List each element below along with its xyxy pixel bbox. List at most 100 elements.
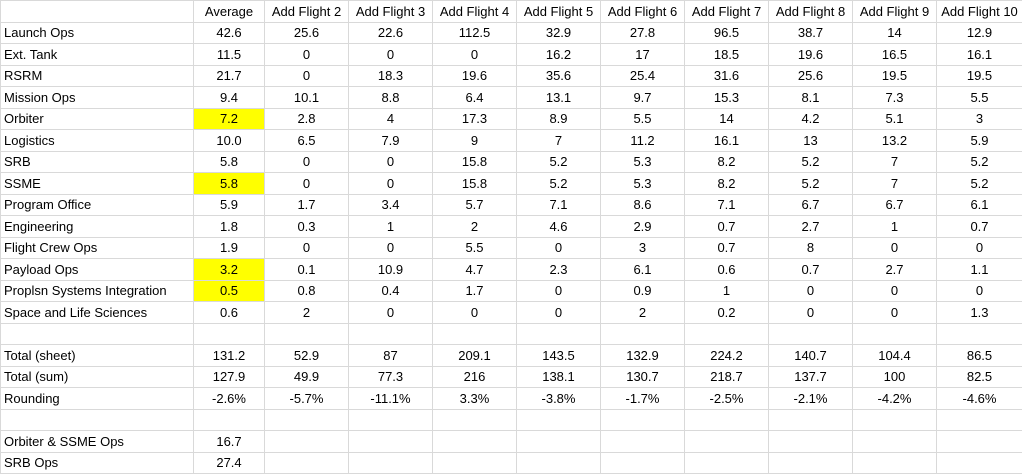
cell: 8.6 [600, 193, 685, 216]
row: Proplsn Systems Integration 0.5 0.8 0.4 1.7 0… [0, 279, 1022, 302]
cell: 0 [348, 236, 433, 259]
empty-cell [852, 451, 937, 474]
empty-cell [516, 408, 601, 431]
row-label: Total (sum) [0, 365, 194, 388]
cell: 7 [852, 150, 937, 173]
cell: 19.5 [852, 64, 937, 87]
cell: 5.5 [600, 107, 685, 130]
cell: 2.9 [600, 215, 685, 238]
cell: 5.3 [600, 172, 685, 195]
cell: 0.7 [684, 236, 769, 259]
cell: 8 [768, 236, 853, 259]
cell: 0 [348, 172, 433, 195]
empty-cell [432, 430, 517, 453]
cell: 7.1 [516, 193, 601, 216]
cell: 0 [264, 150, 349, 173]
empty-cell [193, 408, 265, 431]
cell: 0 [852, 301, 937, 324]
empty-cell [432, 322, 517, 345]
empty-cell [348, 430, 433, 453]
cell: 25.4 [600, 64, 685, 87]
empty-cell [936, 408, 1022, 431]
cell: 35.6 [516, 64, 601, 87]
corner-cell [0, 0, 194, 23]
cell: 19.6 [768, 43, 853, 66]
cell: 0 [936, 279, 1022, 302]
header-row: Average Add Flight 2 Add Flight 3 Add Fligh… [0, 0, 1022, 23]
cell: 5.5 [432, 236, 517, 259]
cell: 143.5 [516, 344, 601, 367]
empty-cell [348, 408, 433, 431]
row-label: SSME [0, 172, 194, 195]
cell: 0.6 [193, 301, 265, 324]
cost-rows: Launch Ops 42.6 25.6 22.6 112.5 32.9 27.8 96.5 3… [0, 21, 1022, 324]
cell: 0.6 [684, 258, 769, 281]
cell: 5.9 [193, 193, 265, 216]
total-rows: Total (sheet) 131.2 52.9 87 209.1 143.5 132.9 2… [0, 322, 1022, 410]
cell: 6.5 [264, 129, 349, 152]
cell: 16.5 [852, 43, 937, 66]
cell: -5.7% [264, 387, 349, 410]
cell: 5.2 [768, 150, 853, 173]
cell: 3 [600, 236, 685, 259]
cell: 2.3 [516, 258, 601, 281]
row-label: Space and Life Sciences [0, 301, 194, 324]
cell: 1.8 [193, 215, 265, 238]
cell: 27.8 [600, 21, 685, 44]
cell: 0 [264, 64, 349, 87]
cell: -2.1% [768, 387, 853, 410]
cell: 1.7 [432, 279, 517, 302]
row: Payload Ops 3.2 0.1 10.9 4.7 2.3 6.1 0.6 0.7 2.7 1… [0, 258, 1022, 281]
row-label: Flight Crew Ops [0, 236, 194, 259]
cell: 25.6 [768, 64, 853, 87]
cell: 18.5 [684, 43, 769, 66]
cell: 104.4 [852, 344, 937, 367]
cell: 15.8 [432, 172, 517, 195]
cell: 16.1 [684, 129, 769, 152]
cell: 0 [516, 279, 601, 302]
cell: 77.3 [348, 365, 433, 388]
row-label: Orbiter & SSME Ops [0, 430, 194, 453]
row: SRB Ops 27.4 [0, 451, 1022, 474]
cell: 5.7 [432, 193, 517, 216]
cell: 17.3 [432, 107, 517, 130]
cell: 0.7 [684, 215, 769, 238]
cell: 0.7 [768, 258, 853, 281]
empty-cell [193, 322, 265, 345]
cell: 8.2 [684, 172, 769, 195]
cell: 12.9 [936, 21, 1022, 44]
row-label: Ext. Tank [0, 43, 194, 66]
cell: 49.9 [264, 365, 349, 388]
cell: 27.4 [193, 451, 265, 474]
cell: 0 [768, 301, 853, 324]
cell: 127.9 [193, 365, 265, 388]
cell: 18.3 [348, 64, 433, 87]
cell: 0 [348, 150, 433, 173]
cell: 137.7 [768, 365, 853, 388]
cell: 14 [684, 107, 769, 130]
cell: 0 [432, 43, 517, 66]
cell: 11.2 [600, 129, 685, 152]
cell: 0 [348, 43, 433, 66]
cell: 6.7 [852, 193, 937, 216]
cell: 7.3 [852, 86, 937, 109]
cell: 31.6 [684, 64, 769, 87]
cell: 0.3 [264, 215, 349, 238]
cell: 52.9 [264, 344, 349, 367]
cell: 1.9 [193, 236, 265, 259]
row-label: Orbiter [0, 107, 194, 130]
column-header: Add Flight 5 [516, 0, 601, 23]
empty-cell [264, 322, 349, 345]
cell: 8.1 [768, 86, 853, 109]
cell: 6.7 [768, 193, 853, 216]
empty-cell [516, 322, 601, 345]
cell: 3.2 [193, 258, 265, 281]
cell: -2.6% [193, 387, 265, 410]
row: Orbiter 7.2 2.8 4 17.3 8.9 5.5 14 4.2 5.1 3 [0, 107, 1022, 130]
empty-cell [600, 322, 685, 345]
empty-cell [684, 451, 769, 474]
cell: 0 [852, 279, 937, 302]
cell: 13 [768, 129, 853, 152]
cell: 1.7 [264, 193, 349, 216]
